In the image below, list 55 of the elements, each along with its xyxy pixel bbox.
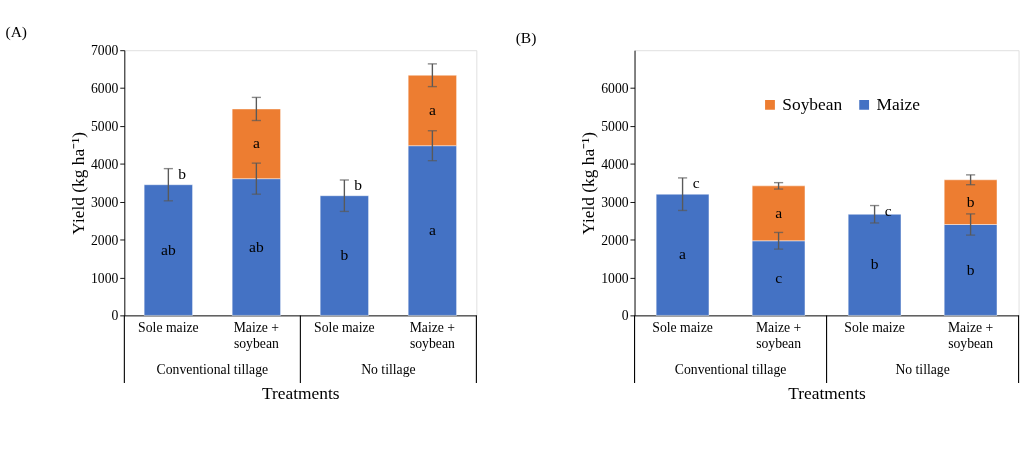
y-tick-label: 3000 <box>91 194 119 210</box>
total-label: c <box>884 201 892 219</box>
x-tick-label: Sole maize <box>314 320 375 336</box>
x-tick-label: Maize + soybean <box>409 320 456 351</box>
x-tick-label: Maize + soybean <box>947 320 994 351</box>
y-tick-label: 6000 <box>601 81 629 97</box>
y-tick-label: 5000 <box>601 119 629 135</box>
text: No tillage <box>895 361 950 377</box>
x-tick-label: Sole maize <box>138 320 199 336</box>
data-label: b <box>966 192 975 210</box>
text: Conventional tillage <box>156 361 269 377</box>
y-tick-label: 1000 <box>601 270 629 286</box>
data-label: a <box>428 101 436 119</box>
x-axis-title: Treatments <box>262 384 340 404</box>
bar <box>655 193 710 316</box>
total-label: c <box>692 173 700 191</box>
text: Conventional tillage <box>674 361 787 377</box>
y-tick-label: 2000 <box>91 232 119 248</box>
total-label: b <box>178 164 187 182</box>
text: No tillage <box>361 361 416 377</box>
data-label: a <box>252 134 260 152</box>
y-tick-label: 2000 <box>601 232 629 248</box>
legend-label: Maize <box>876 95 921 115</box>
y-axis-title: Yield (kg ha⁻¹) <box>578 131 598 235</box>
data-label: a <box>775 203 783 221</box>
data-label: a <box>679 245 687 263</box>
bar <box>143 184 193 316</box>
legend-label: Soybean <box>782 95 843 115</box>
chart-title: (B) <box>515 28 537 47</box>
data-label: b <box>870 255 879 273</box>
y-tick-label: 6000 <box>91 81 119 97</box>
y-tick-label: 3000 <box>601 194 629 210</box>
x-tick-label: Maize + soybean <box>233 320 280 351</box>
y-tick-label: 7000 <box>91 43 119 59</box>
data-label: c <box>775 268 783 286</box>
y-axis-title: Yield (kg ha⁻¹) <box>68 131 88 235</box>
y-tick-label: 1000 <box>91 270 119 286</box>
x-tick-label: Sole maize <box>844 320 905 336</box>
y-tick-label: 0 <box>621 308 629 324</box>
bar <box>847 214 902 316</box>
data-label: a <box>428 221 436 239</box>
total-label: b <box>354 176 363 194</box>
x-tick-label: Sole maize <box>652 320 713 336</box>
data-label: ab <box>249 237 264 255</box>
y-tick-label: 0 <box>111 308 119 324</box>
x-tick-label: Maize + soybean <box>755 320 802 351</box>
data-label: ab <box>161 240 176 258</box>
y-tick-label: 5000 <box>91 119 119 135</box>
data-label: b <box>966 260 975 278</box>
bar <box>319 195 369 316</box>
x-axis-title: Treatments <box>788 384 867 404</box>
y-tick-label: 4000 <box>91 156 119 172</box>
chart-title: (A) <box>5 22 28 41</box>
y-tick-label: 4000 <box>601 156 629 172</box>
data-label: b <box>340 246 349 264</box>
